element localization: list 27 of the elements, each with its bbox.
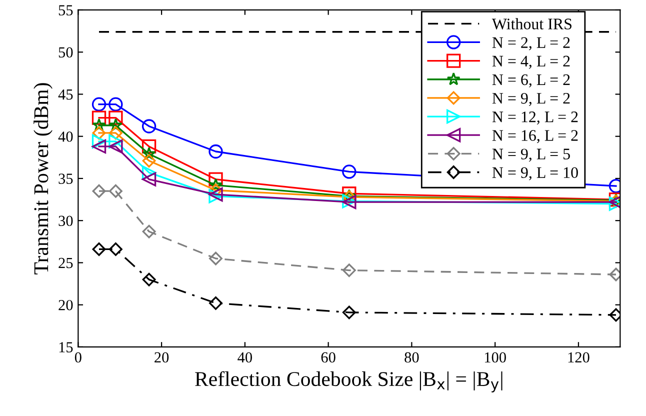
legend-label: N = 9, L = 10 [492,167,578,180]
legend-label: N = 9, L = 5 [492,148,570,162]
x-tick-label: 40 [238,352,252,363]
x-axis-title: Reflection Codebook Size |B$_{x}$| = |B$_{y}$| [195,371,502,392]
legend-label: Without IRS [492,18,572,30]
x-tick-label: 120 [568,352,590,363]
x-tick-label: 20 [154,352,169,363]
y-tick-label: 35 [58,174,73,184]
y-tick-label: 30 [58,216,73,226]
y-tick-label: 45 [58,89,73,100]
legend-label: N = 9, L = 2 [492,92,570,106]
x-tick-label: 0 [74,352,82,363]
y-tick-label: 25 [58,258,73,268]
y-tick-label: 50 [58,47,73,58]
x-tick-label: 80 [404,352,419,363]
legend-label: N = 4, L = 2 [492,56,570,69]
y-tick-label: 20 [58,300,73,310]
x-tick-label: 60 [321,352,336,363]
x-tick-label: 100 [484,352,506,363]
y-tick-label: 40 [58,131,73,142]
legend-label: N = 2, L = 2 [492,37,570,50]
y-tick-label: 15 [59,342,73,352]
legend-label: N = 12, L = 2 [492,112,578,125]
legend-label: N = 16, L = 2 [492,130,578,144]
y-tick-label: 55 [58,5,73,16]
y-axis-title: Transmit Power (dBm) [34,83,52,274]
legend-label: N = 6, L = 2 [492,74,570,88]
